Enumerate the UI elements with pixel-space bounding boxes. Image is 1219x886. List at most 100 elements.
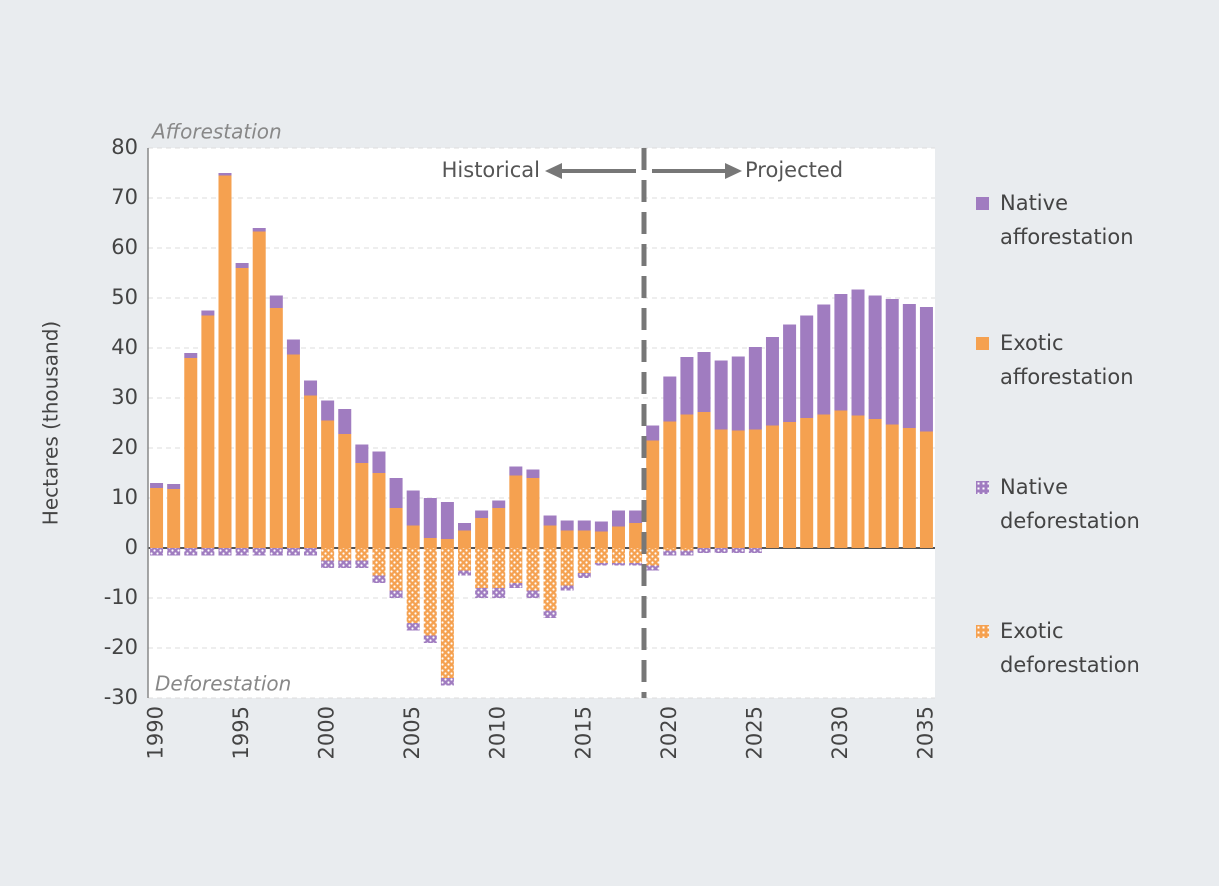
bar	[389, 478, 403, 508]
bar	[218, 175, 232, 548]
bar	[184, 353, 198, 358]
y-tick-label: -10	[104, 585, 138, 609]
bar	[372, 548, 386, 576]
y-tick-label: 0	[125, 535, 138, 559]
legend-label: Native afforestation	[1000, 191, 1134, 249]
bar	[509, 466, 523, 476]
bar	[355, 548, 369, 561]
bar	[714, 360, 728, 430]
y-tick-label: 80	[111, 135, 138, 159]
bar	[458, 530, 472, 548]
bar	[646, 425, 660, 441]
x-tick-label: 2035	[913, 706, 937, 759]
bar	[440, 539, 454, 548]
bar	[338, 560, 352, 568]
legend-swatch	[976, 625, 989, 638]
legend-swatch	[976, 481, 989, 494]
bar	[252, 228, 266, 232]
x-tick-label: 2000	[315, 706, 339, 759]
legend-label: Exotic deforestation	[1000, 619, 1140, 677]
bar	[218, 548, 232, 556]
bar	[509, 475, 523, 548]
bar	[509, 583, 523, 588]
bar	[817, 414, 831, 548]
bar	[440, 678, 454, 686]
bar	[492, 508, 506, 548]
bar	[800, 418, 814, 548]
bar	[748, 548, 762, 553]
bar	[286, 339, 300, 355]
bar	[543, 525, 557, 548]
bar	[680, 357, 694, 415]
bar	[526, 469, 540, 478]
bar	[475, 518, 489, 548]
bar	[611, 510, 625, 527]
bar	[286, 354, 300, 548]
bar	[902, 428, 916, 548]
bar	[611, 526, 625, 548]
legend-swatch	[976, 337, 989, 350]
bar	[355, 560, 369, 568]
bar	[646, 565, 660, 571]
bar	[868, 419, 882, 548]
bar	[440, 502, 454, 539]
bar	[406, 548, 420, 623]
y-tick-label: -30	[104, 685, 138, 709]
bar	[458, 523, 472, 531]
y-tick-label: 60	[111, 235, 138, 259]
bar	[663, 548, 677, 551]
bar	[629, 523, 643, 548]
bar	[646, 440, 660, 548]
bar	[269, 295, 283, 308]
bar	[252, 231, 266, 548]
y-tick-label: 20	[111, 435, 138, 459]
bar	[560, 530, 574, 548]
annotation: Projected	[745, 158, 843, 182]
bar	[167, 489, 181, 548]
bar	[868, 295, 882, 419]
bar	[629, 510, 643, 523]
bar	[509, 548, 523, 583]
bar	[851, 415, 865, 548]
bar	[697, 412, 711, 548]
bar	[783, 324, 797, 422]
bar	[150, 488, 164, 548]
x-tick-label: 2025	[742, 706, 766, 759]
bar	[492, 500, 506, 508]
bar	[389, 590, 403, 598]
bar	[167, 548, 181, 556]
bar	[269, 308, 283, 548]
bar	[372, 473, 386, 548]
bar	[201, 548, 215, 556]
bar	[885, 299, 899, 425]
bar	[423, 635, 437, 643]
bar	[560, 520, 574, 531]
bar	[543, 515, 557, 526]
bar	[663, 376, 677, 422]
bar	[577, 548, 591, 573]
bar	[526, 590, 540, 598]
y-tick-label: 30	[111, 385, 138, 409]
bar	[372, 451, 386, 473]
bar	[663, 421, 677, 548]
bar	[201, 315, 215, 548]
bar	[423, 538, 437, 548]
bar	[304, 395, 318, 548]
bar	[526, 478, 540, 548]
bar	[560, 548, 574, 586]
bar	[355, 463, 369, 548]
bar	[817, 304, 831, 415]
bar	[440, 548, 454, 678]
bar	[629, 548, 643, 563]
y-tick-label: 50	[111, 285, 138, 309]
bar	[252, 548, 266, 556]
bar	[304, 380, 318, 396]
bar	[475, 510, 489, 518]
bar	[286, 548, 300, 556]
x-tick-label: 2020	[657, 706, 681, 759]
bar	[321, 420, 335, 548]
bar	[150, 548, 164, 556]
bar	[321, 560, 335, 568]
